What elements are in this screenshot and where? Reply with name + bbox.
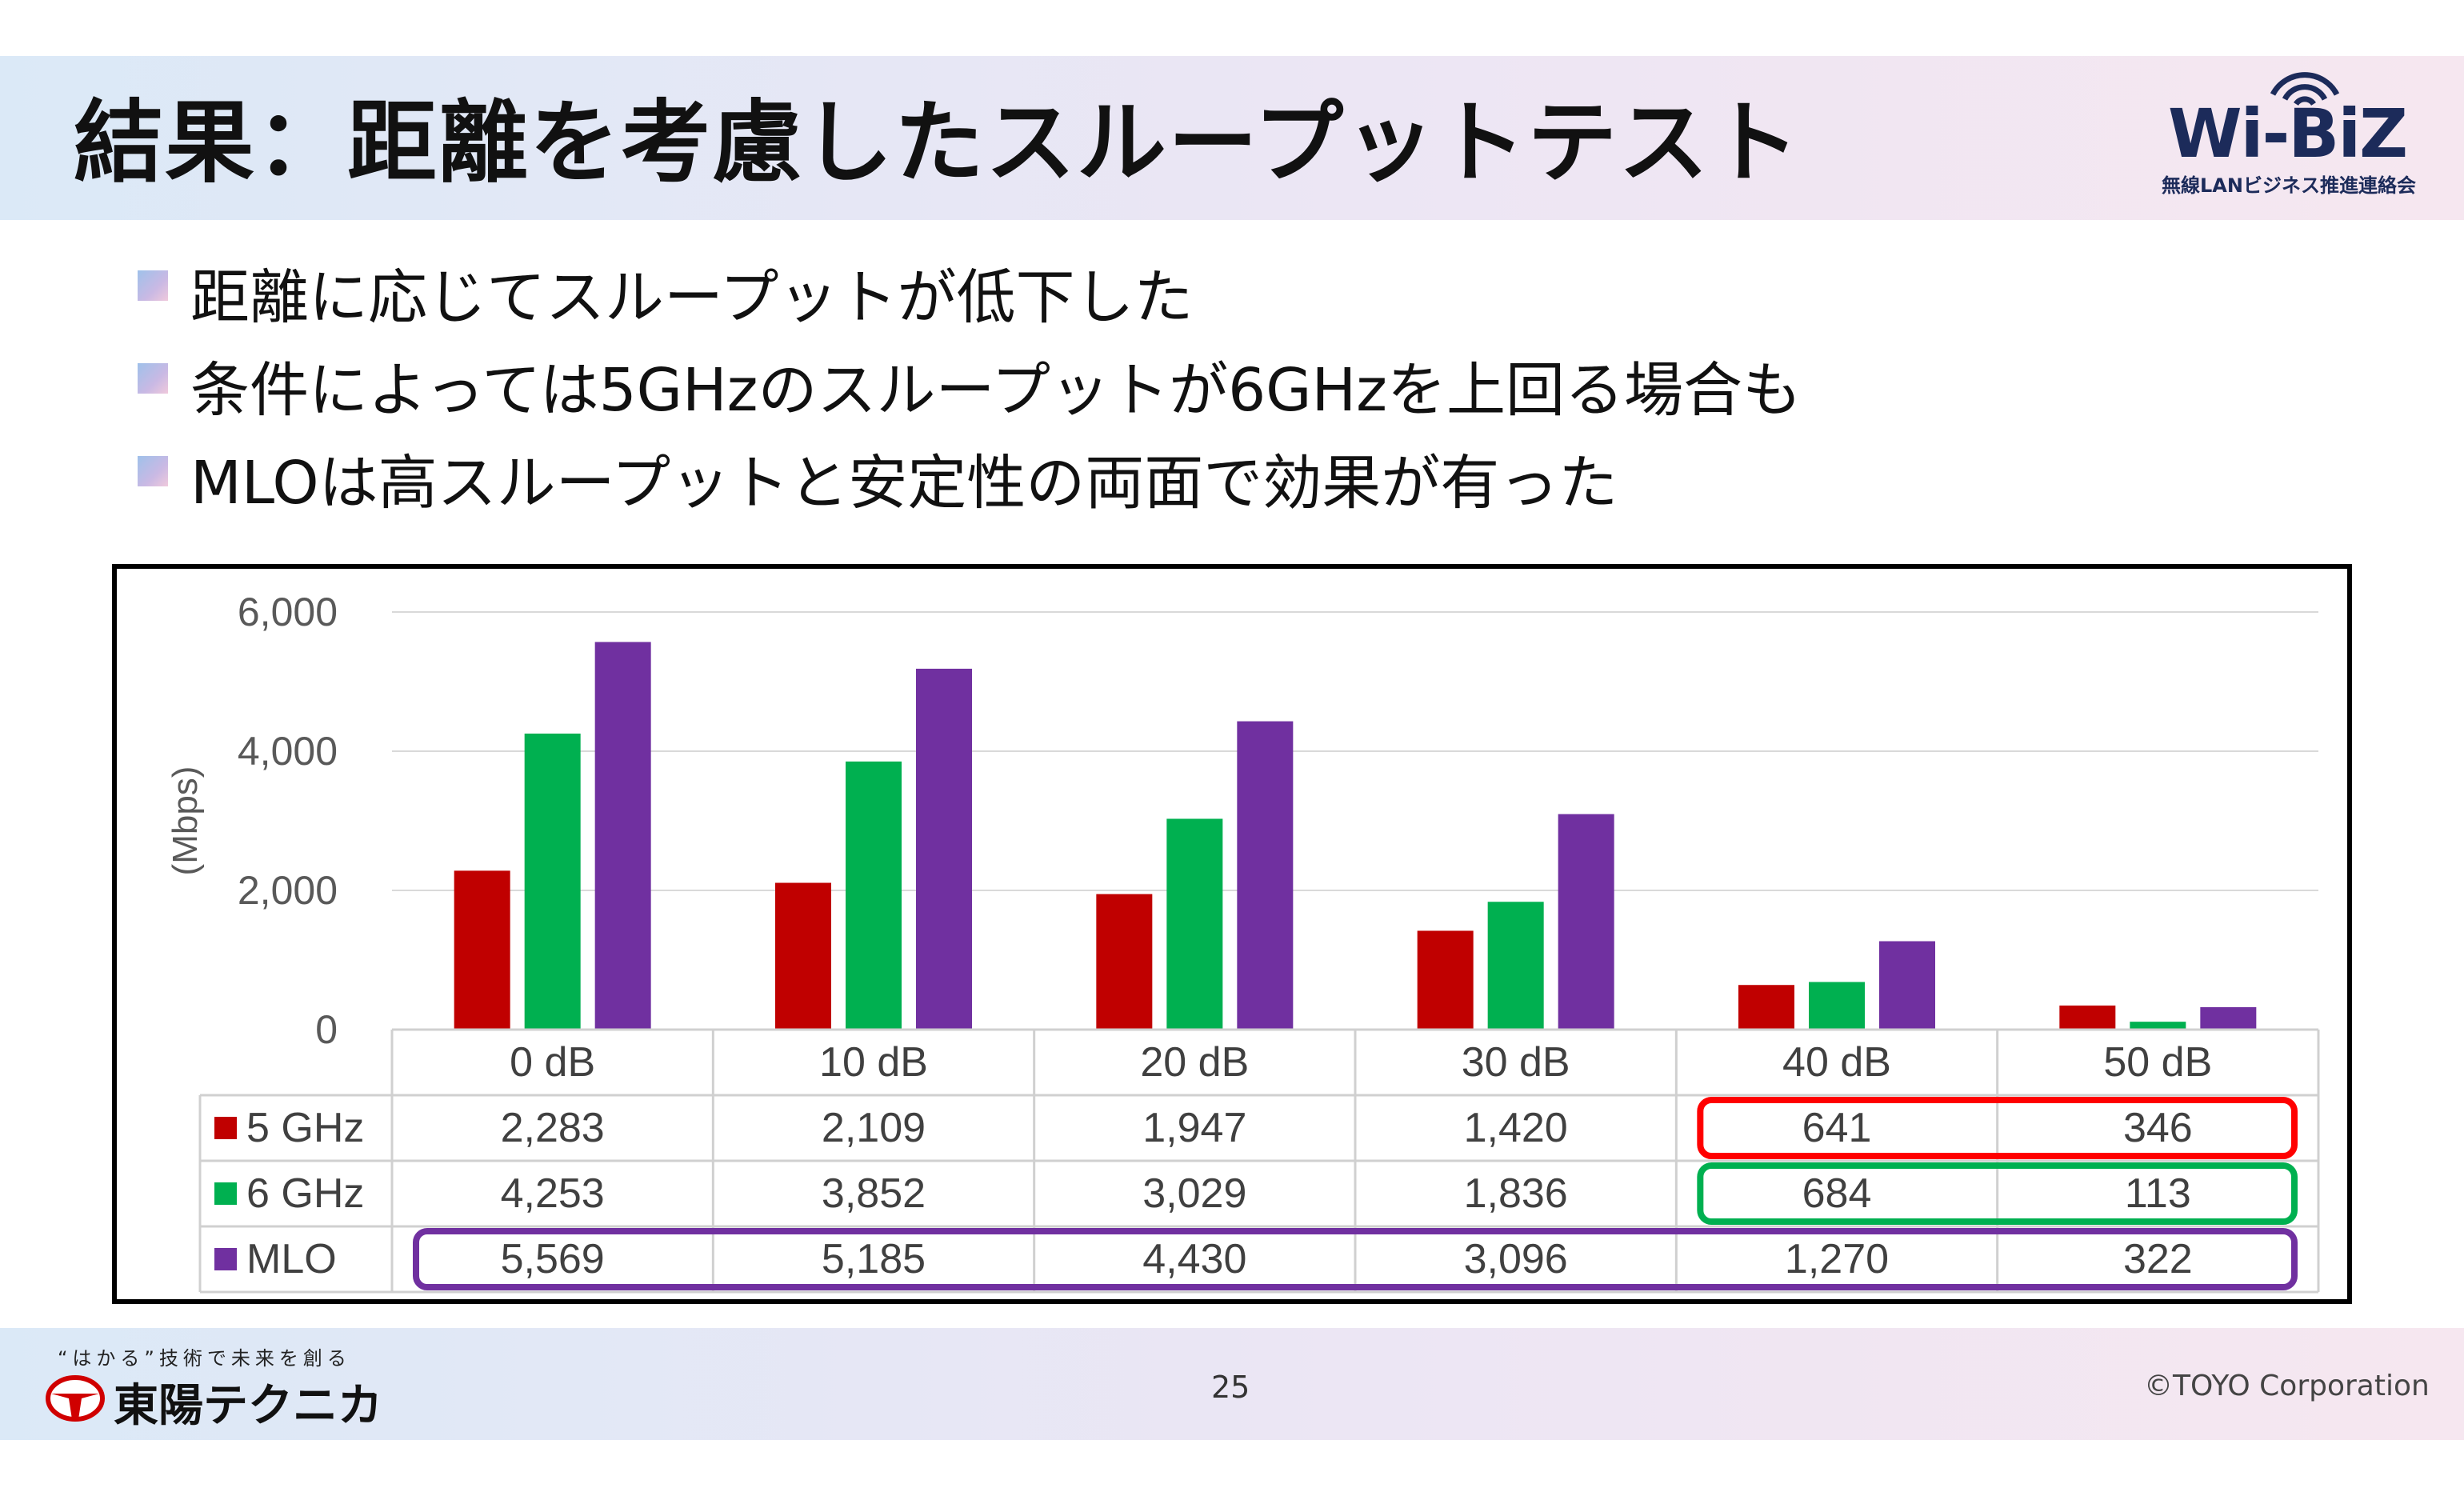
chart-frame: 0 2,000 4,000 6,000 (Mbps) 0 dB 10 dB 20 dB 30 d… [112, 564, 2352, 1304]
bar-5ghz [1096, 894, 1153, 1030]
x-category-label: 20 dB [1140, 1039, 1249, 1086]
data-table-value: 2,109 [822, 1105, 926, 1151]
data-table-value: 1,420 [1464, 1105, 1568, 1151]
data-table-value: 3,029 [1142, 1170, 1246, 1217]
bar-6ghz [1487, 902, 1544, 1030]
legend-swatch [214, 1117, 237, 1139]
legend-label: MLO [246, 1236, 337, 1282]
data-table-value: 3,852 [822, 1170, 926, 1217]
legend-swatch [214, 1182, 237, 1205]
bar-5ghz [2059, 1005, 2116, 1030]
company-name: 東陽テクニカ [114, 1380, 382, 1432]
data-table-value: 641 [1802, 1105, 1872, 1151]
bar-6ghz [1166, 818, 1223, 1030]
bar-6ghz [846, 761, 902, 1030]
bar-mlo [2200, 1006, 2257, 1030]
highlight-box [1697, 1097, 2298, 1159]
title-band [0, 56, 2464, 220]
highlight-box [1697, 1162, 2298, 1225]
footer-slogan: “はかる”技術で未来を創る [58, 1347, 351, 1370]
data-table-value: 5,569 [501, 1236, 605, 1282]
y-tick-label: 0 [315, 1007, 338, 1052]
logo-wordmark: Wi-BiZ [2168, 94, 2408, 173]
y-tick-label: 6,000 [238, 590, 338, 634]
data-table-value: 4,430 [1142, 1236, 1246, 1282]
bar-mlo [1237, 721, 1294, 1030]
bullet-square-icon [138, 456, 168, 486]
x-category-label: 40 dB [1782, 1039, 1891, 1086]
data-table-value: 5,185 [822, 1236, 926, 1282]
bullet-text: 距離に応じてスループットが低下した [190, 263, 1194, 332]
bar-5ghz [1417, 930, 1474, 1030]
bullet-square-icon [138, 270, 168, 301]
copyright: ©TOYO Corporation [2144, 1370, 2430, 1402]
company-logo-icon [46, 1375, 105, 1422]
bar-6ghz [2130, 1022, 2186, 1030]
data-table-value: 2,283 [501, 1105, 605, 1151]
x-category-label: 10 dB [819, 1039, 928, 1086]
x-category-label: 30 dB [1462, 1039, 1570, 1086]
data-table-value: 1,270 [1785, 1236, 1889, 1282]
legend-swatch [214, 1248, 237, 1270]
bar-mlo [594, 642, 651, 1030]
y-tick-label: 2,000 [238, 868, 338, 913]
data-table-value: 684 [1802, 1170, 1872, 1217]
footer-band [0, 1328, 2464, 1440]
bullet-square-icon [138, 363, 168, 394]
x-category-label: 50 dB [2103, 1039, 2212, 1086]
y-tick-label: 4,000 [238, 729, 338, 774]
bar-mlo [1879, 941, 1935, 1030]
throughput-chart: 0 2,000 4,000 6,000 (Mbps) 0 dB 10 dB 20 dB 30 d… [166, 590, 2320, 1294]
data-table-value: 4,253 [501, 1170, 605, 1217]
data-table-value: 3,096 [1464, 1236, 1568, 1282]
data-table-value: 322 [2123, 1236, 2193, 1282]
bar-5ghz [775, 882, 831, 1030]
logo-subtext: 無線LANビジネス推進連絡会 [2162, 174, 2416, 197]
page-number: 25 [1211, 1370, 1250, 1405]
bullet-text: MLOは高スループットと安定性の両面で効果が有った [190, 449, 1618, 518]
page-title: 結果：距離を考慮したスループットテスト [74, 91, 1802, 195]
bullet-text: 条件によっては5GHzのスループットが6GHzを上回る場合も [190, 356, 1802, 425]
bar-mlo [1558, 814, 1614, 1030]
bar-5ghz [1738, 985, 1794, 1030]
data-table-value: 346 [2123, 1105, 2193, 1151]
legend-label: 6 GHz [246, 1170, 364, 1217]
x-category-label: 0 dB [510, 1039, 595, 1086]
bar-6ghz [524, 733, 581, 1030]
bar-6ghz [1809, 982, 1865, 1030]
data-table-value: 1,947 [1142, 1105, 1246, 1151]
y-axis-label: (Mbps) [166, 766, 205, 876]
bar-mlo [916, 668, 972, 1030]
bar-5ghz [454, 870, 510, 1030]
wifi-icon [2270, 72, 2340, 106]
wibiz-logo: Wi-BiZ 無線LANビジネス推進連絡会 [2152, 64, 2456, 200]
data-table-value: 1,836 [1464, 1170, 1568, 1217]
legend-label: 5 GHz [246, 1105, 364, 1151]
highlight-box [413, 1228, 2298, 1290]
data-table-value: 113 [2125, 1170, 2191, 1217]
